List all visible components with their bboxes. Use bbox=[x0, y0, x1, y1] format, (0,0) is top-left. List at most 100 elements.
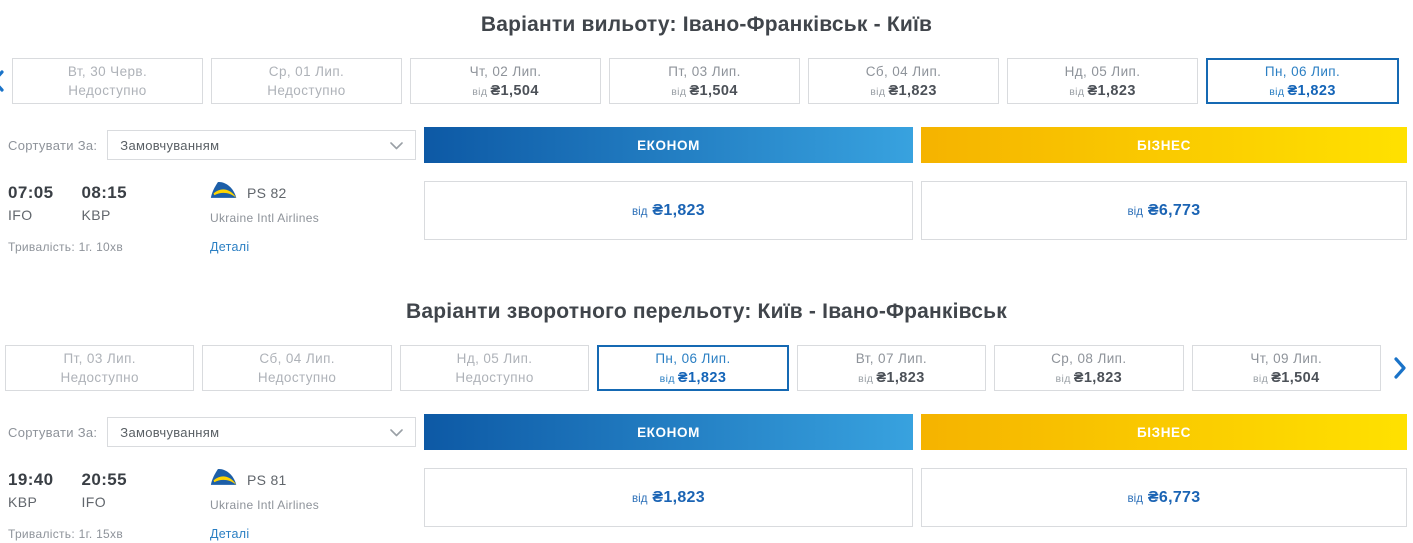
date-tab-price: від ₴1,504 bbox=[1252, 369, 1320, 386]
inbound-flight-info: 19:40 KBP 20:55 IFO Тривалість: 1г. 15хв… bbox=[0, 458, 416, 541]
airline-block: PS 81 Ukraine Intl Airlines Деталі bbox=[210, 468, 319, 543]
departure-time: 07:05 bbox=[8, 183, 54, 202]
arrival-time: 08:15 bbox=[81, 183, 127, 202]
chevron-down-icon bbox=[390, 425, 403, 440]
airline-logo-icon bbox=[210, 181, 238, 204]
outbound-section-title: Варіанти вильоту: Івано-Франківськ - Киї… bbox=[480, 13, 933, 36]
date-tab-day: Ср, 08 Лип. bbox=[1051, 350, 1127, 366]
outbound-flight-row: 07:05 IFO 08:15 KBP Тривалість: 1г. 10хв… bbox=[0, 171, 1413, 254]
date-tab-status: Недоступно bbox=[267, 83, 346, 98]
arrival-airport-code: KBP bbox=[81, 207, 111, 223]
price-prefix: від bbox=[632, 206, 648, 218]
date-tab-day: Сб, 04 Лип. bbox=[259, 351, 335, 366]
business-price: ₴6,773 bbox=[1147, 202, 1201, 219]
price-prefix: від bbox=[632, 493, 648, 505]
departure-airport-code: KBP bbox=[8, 494, 38, 510]
arrival-time: 20:55 bbox=[81, 470, 127, 489]
date-tab-status: Недоступно bbox=[68, 83, 147, 98]
date-tab[interactable]: Нд, 05 Лип. Недоступно bbox=[399, 345, 590, 391]
date-tab-status: Недоступно bbox=[60, 370, 139, 385]
econom-column-header: ЕКОНОМ bbox=[424, 414, 913, 450]
date-tab-day: Пт, 03 Лип. bbox=[63, 351, 136, 366]
econom-price: ₴1,823 bbox=[652, 202, 705, 219]
flight-number: PS 81 bbox=[247, 471, 287, 488]
sort-label: Сортувати За: bbox=[8, 137, 98, 153]
sort-label: Сортувати За: bbox=[8, 424, 98, 440]
business-column-header: БІЗНЕС bbox=[921, 127, 1407, 163]
date-tab-price: від ₴1,504 bbox=[671, 82, 738, 99]
sort-dropdown[interactable]: Замовчуванням bbox=[107, 130, 416, 160]
chevron-right-icon[interactable] bbox=[1393, 357, 1409, 379]
inbound-controls-row: Сортувати За: Замовчуванням ЕКОНОМ БІЗНЕ… bbox=[0, 414, 1413, 450]
arrival-block: 20:55 IFO bbox=[81, 470, 126, 510]
date-tab[interactable]: Сб, 04 Лип. Недоступно bbox=[202, 345, 392, 391]
date-tab-day: Нд, 05 Лип. bbox=[1064, 63, 1141, 79]
departure-airport-code: IFO bbox=[8, 207, 33, 223]
date-tab[interactable]: Нд, 05 Лип. від ₴1,823 bbox=[1007, 58, 1198, 104]
date-tab-day: Ср, 01 Лип. bbox=[268, 64, 345, 79]
outbound-econom-price-cell[interactable]: від ₴1,823 bbox=[424, 181, 913, 240]
outbound-date-tabs: Вт, 30 Черв. Недоступно Ср, 01 Лип. Недосту… bbox=[0, 58, 1413, 104]
airline-logo-icon bbox=[210, 468, 238, 491]
date-tab[interactable]: Чт, 09 Лип. від ₴1,504 bbox=[1191, 345, 1381, 391]
airline-name: Ukraine Intl Airlines bbox=[210, 498, 320, 512]
date-tab[interactable]: Сб, 04 Лип. від ₴1,823 bbox=[808, 58, 999, 104]
price-prefix: від bbox=[1127, 206, 1143, 218]
flight-duration: Тривалість: 1г. 10хв bbox=[8, 240, 124, 254]
econom-price: ₴1,823 bbox=[652, 489, 705, 506]
inbound-flight-row: 19:40 KBP 20:55 IFO Тривалість: 1г. 15хв… bbox=[0, 458, 1413, 541]
inbound-section-title: Варіанти зворотного перельоту: Київ - Ів… bbox=[406, 300, 1007, 323]
date-tab[interactable]: Вт, 30 Черв. Недоступно bbox=[12, 58, 203, 104]
date-tab-day: Пт, 03 Лип. bbox=[668, 63, 741, 79]
date-tab-price: від ₴1,823 bbox=[1269, 82, 1336, 99]
flight-number: PS 82 bbox=[247, 184, 287, 201]
date-tab[interactable]: Пт, 03 Лип. від ₴1,504 bbox=[609, 58, 800, 104]
price-prefix: від bbox=[1127, 493, 1143, 505]
chevron-left-icon[interactable] bbox=[0, 70, 5, 92]
details-link[interactable]: Деталі bbox=[210, 240, 250, 254]
outbound-sort: Сортувати За: Замовчуванням bbox=[0, 127, 416, 163]
date-tab-day: Чт, 09 Лип. bbox=[1250, 350, 1323, 366]
outbound-controls-row: Сортувати За: Замовчуванням ЕКОНОМ БІЗНЕ… bbox=[0, 127, 1413, 163]
date-tab[interactable]: Пн, 06 Лип. від ₴1,823 bbox=[1206, 58, 1399, 104]
departure-time: 19:40 bbox=[8, 470, 54, 489]
sort-dropdown[interactable]: Замовчуванням bbox=[107, 417, 416, 447]
date-tab[interactable]: Пн, 06 Лип. від ₴1,823 bbox=[597, 345, 789, 391]
outbound-business-price-cell[interactable]: від ₴6,773 bbox=[921, 181, 1407, 240]
date-tab[interactable]: Ср, 08 Лип. від ₴1,823 bbox=[994, 345, 1184, 391]
date-tab-status: Недоступно bbox=[455, 370, 534, 385]
date-tab-price: від ₴1,823 bbox=[659, 369, 727, 386]
inbound-business-price-cell[interactable]: від ₴6,773 bbox=[921, 468, 1407, 527]
date-tab[interactable]: Чт, 02 Лип. від ₴1,504 bbox=[410, 58, 601, 104]
business-price: ₴6,773 bbox=[1147, 489, 1201, 506]
date-tab-day: Пн, 06 Лип. bbox=[655, 350, 731, 366]
date-tab-day: Чт, 02 Лип. bbox=[469, 63, 542, 79]
date-tab[interactable]: Пт, 03 Лип. Недоступно bbox=[5, 345, 195, 391]
date-tab-day: Пн, 06 Лип. bbox=[1264, 63, 1341, 79]
sort-dropdown-value: Замовчуванням bbox=[120, 137, 220, 153]
date-tab-price: від ₴1,823 bbox=[870, 82, 937, 99]
arrival-airport-code: IFO bbox=[81, 494, 107, 510]
inbound-econom-price-cell[interactable]: від ₴1,823 bbox=[424, 468, 913, 527]
arrival-block: 08:15 KBP bbox=[81, 183, 126, 223]
date-tab-day: Сб, 04 Лип. bbox=[865, 63, 942, 79]
departure-block: 07:05 IFO bbox=[8, 183, 53, 223]
date-tab-price: від ₴1,823 bbox=[858, 369, 925, 386]
date-tab-price: від ₴1,504 bbox=[472, 82, 539, 99]
date-tab-day: Вт, 07 Лип. bbox=[855, 350, 928, 366]
details-link[interactable]: Деталі bbox=[210, 527, 250, 541]
date-tab-status: Недоступно bbox=[257, 370, 337, 385]
business-column-header: БІЗНЕС bbox=[921, 414, 1407, 450]
flight-times: 07:05 IFO 08:15 KBP bbox=[8, 183, 416, 223]
date-tab[interactable]: Вт, 07 Лип. від ₴1,823 bbox=[796, 345, 987, 391]
chevron-down-icon bbox=[390, 138, 403, 153]
date-tab-price: від ₴1,823 bbox=[1055, 369, 1123, 386]
departure-block: 19:40 KBP bbox=[8, 470, 53, 510]
outbound-flight-info: 07:05 IFO 08:15 KBP Тривалість: 1г. 10хв… bbox=[0, 171, 416, 254]
date-tab-day: Нд, 05 Лип. bbox=[456, 351, 533, 366]
airline-block: PS 82 Ukraine Intl Airlines Деталі bbox=[210, 181, 319, 256]
date-tab[interactable]: Ср, 01 Лип. Недоступно bbox=[211, 58, 402, 104]
date-tab-price: від ₴1,823 bbox=[1069, 82, 1136, 99]
flight-times: 19:40 KBP 20:55 IFO bbox=[8, 470, 416, 510]
inbound-sort: Сортувати За: Замовчуванням bbox=[0, 414, 416, 450]
